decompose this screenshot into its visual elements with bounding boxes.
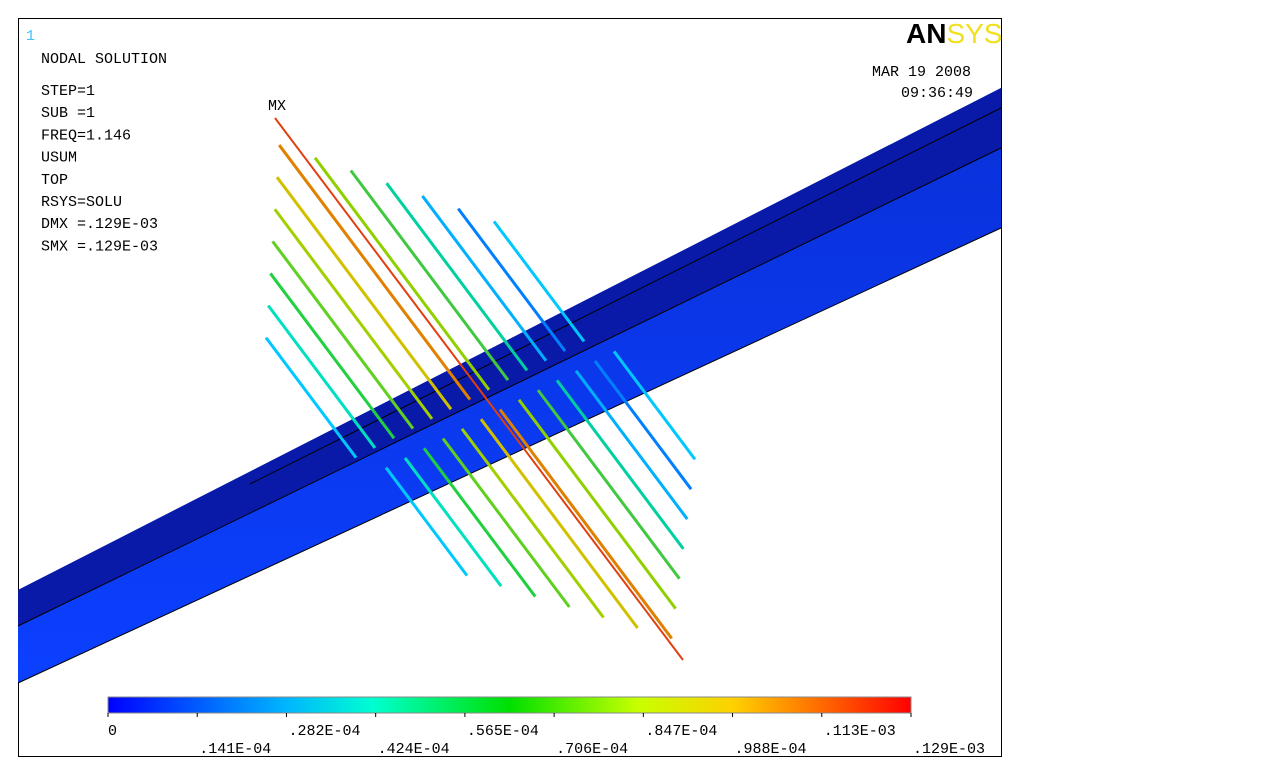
max-fin bbox=[274, 117, 684, 661]
fin bbox=[349, 169, 510, 382]
fin bbox=[269, 272, 396, 440]
info-line: USUM bbox=[41, 150, 77, 167]
fin bbox=[593, 360, 693, 491]
time: 09:36:49 bbox=[901, 85, 973, 102]
fin bbox=[273, 208, 434, 420]
info-line: RSYS=SOLU bbox=[41, 194, 122, 211]
fin bbox=[275, 176, 453, 411]
info-line: SUB =1 bbox=[41, 105, 95, 122]
max-marker: MX bbox=[268, 98, 286, 115]
legend-label: .565E-04 bbox=[467, 723, 539, 740]
window-number: 1 bbox=[26, 28, 35, 45]
fin bbox=[612, 350, 697, 461]
fin bbox=[422, 447, 537, 598]
logo: ANSYS bbox=[906, 18, 1002, 49]
color-bar bbox=[107, 696, 912, 714]
legend-label: .129E-03 bbox=[913, 741, 985, 758]
fin bbox=[574, 369, 689, 520]
info-title: NODAL SOLUTION bbox=[41, 51, 167, 68]
info-line: FREQ=1.146 bbox=[41, 127, 131, 144]
fin bbox=[313, 156, 491, 391]
fin bbox=[421, 195, 548, 362]
fin bbox=[492, 220, 586, 343]
legend-label: 0 bbox=[108, 723, 117, 740]
beam-edge bbox=[249, 107, 1002, 485]
info-line: DMX =.129E-03 bbox=[41, 216, 158, 233]
model bbox=[17, 88, 1002, 684]
info-block: STEP=1 SUB =1 FREQ=1.146 USUM TOP RSYS=SOLU DM… bbox=[41, 83, 158, 255]
fin bbox=[278, 144, 472, 401]
fin bbox=[536, 389, 681, 580]
legend-label: .988E-04 bbox=[735, 741, 807, 758]
legend-label: .424E-04 bbox=[378, 741, 450, 758]
beam-edge bbox=[17, 147, 1002, 627]
fin bbox=[267, 304, 377, 449]
info-line: TOP bbox=[41, 172, 68, 189]
fin bbox=[460, 427, 605, 619]
beam-top-face bbox=[18, 88, 1001, 626]
fin bbox=[441, 437, 571, 608]
fin bbox=[555, 379, 685, 550]
date: MAR 19 2008 bbox=[872, 64, 971, 81]
fin bbox=[385, 182, 529, 372]
fin bbox=[457, 207, 567, 352]
legend: 0 .141E-04 .282E-04 .424E-04 .565E-04 .706E-0… bbox=[107, 713, 985, 758]
logo-right: SYS bbox=[946, 18, 1002, 49]
fin bbox=[271, 240, 415, 430]
legend-label: .141E-04 bbox=[199, 741, 271, 758]
legend-label: .847E-04 bbox=[645, 723, 717, 740]
fin bbox=[498, 408, 673, 640]
fin bbox=[517, 398, 677, 610]
info-line: STEP=1 bbox=[41, 83, 95, 100]
logo-left: AN bbox=[906, 18, 946, 49]
fin bbox=[403, 457, 503, 587]
info-line: SMX =.129E-03 bbox=[41, 238, 158, 255]
fin bbox=[264, 336, 358, 459]
fin bbox=[384, 466, 469, 577]
fin bbox=[479, 418, 639, 629]
legend-label: .113E-03 bbox=[824, 723, 896, 740]
legend-label: .706E-04 bbox=[556, 741, 628, 758]
legend-label: .282E-04 bbox=[288, 723, 360, 740]
